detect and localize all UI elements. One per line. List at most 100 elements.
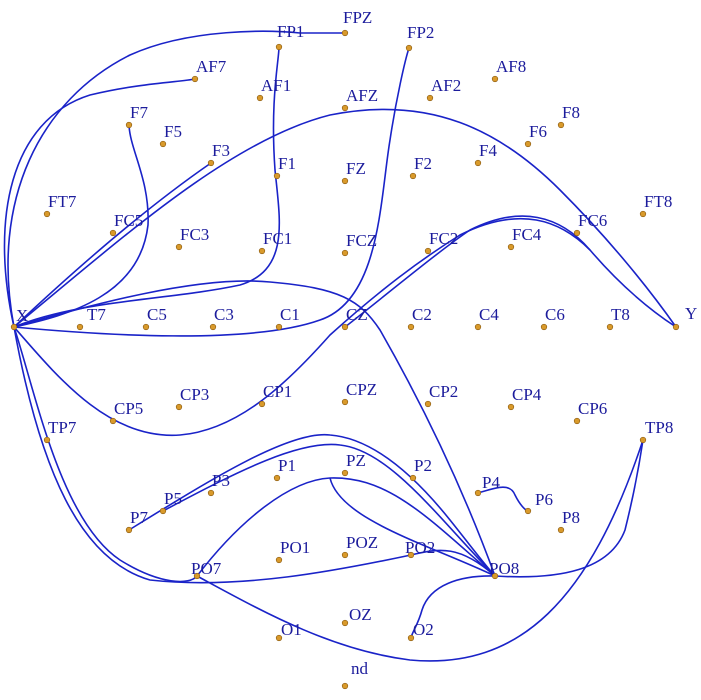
node-label-f1: F1 (278, 154, 296, 173)
node-po7: PO7 (191, 559, 222, 580)
node-pz: PZ (341, 451, 366, 477)
node-dot-f7 (125, 121, 133, 129)
node-dot-fc4 (507, 243, 515, 251)
node-label-f6: F6 (529, 122, 547, 141)
edge-x-fp2 (13, 47, 410, 337)
node-poz: POZ (341, 533, 378, 559)
node-dot-fc2 (424, 247, 432, 255)
node-label-o1: O1 (281, 620, 302, 639)
node-dot-cpz (341, 398, 349, 406)
node-dot-t8 (606, 323, 614, 331)
edge-x-fp1 (13, 46, 281, 328)
node-label-cz: CZ (346, 305, 368, 324)
node-dot-fz (341, 177, 349, 185)
node-label-cp1: CP1 (263, 382, 292, 401)
node-label-fp1: FP1 (277, 22, 304, 41)
node-dot-oz (341, 619, 349, 627)
node-label-fc3: FC3 (180, 225, 209, 244)
node-label-poz: POZ (346, 533, 378, 552)
node-fp1: FP1 (275, 22, 304, 51)
node-dot-af7 (191, 75, 199, 83)
node-dot-x (10, 323, 18, 331)
node-layer: FP1 FPZ FP2 AF7 AF1 AFZ AF2 AF8 F7 F5 F3 F1 FZ F2 F4 F6… (10, 8, 697, 690)
node-dot-fpz (341, 29, 349, 37)
edge-layer (3, 30, 677, 662)
edge-x-po8 (13, 280, 496, 577)
node-label-po2: PO2 (405, 538, 435, 557)
node-label-fp2: FP2 (407, 23, 434, 42)
node-dot-cz (341, 323, 349, 331)
node-dot-af8 (491, 75, 499, 83)
edge-x-f3 (13, 162, 212, 328)
node-dot-f3 (207, 159, 215, 167)
node-label-t8: T8 (611, 305, 630, 324)
node-label-c2: C2 (412, 305, 432, 324)
node-dot-afz (341, 104, 349, 112)
node-f4: F4 (474, 141, 497, 167)
node-label-af2: AF2 (431, 76, 461, 95)
node-f6: F6 (524, 122, 547, 148)
node-dot-cp2 (424, 400, 432, 408)
node-label-cp4: CP4 (512, 385, 542, 404)
node-dot-ft8 (639, 210, 647, 218)
edge-extra-1 (344, 215, 677, 328)
node-tp8: TP8 (639, 418, 673, 444)
node-c5: C5 (142, 305, 167, 331)
node-dot-f2 (409, 172, 417, 180)
node-label-p2: P2 (414, 456, 432, 475)
node-label-po7: PO7 (191, 559, 222, 578)
node-dot-fp2 (405, 44, 413, 52)
node-c2: C2 (407, 305, 432, 331)
node-dot-nd (341, 682, 349, 690)
node-po8: PO8 (489, 559, 519, 580)
node-dot-cp1 (258, 400, 266, 408)
node-f3: F3 (207, 141, 230, 167)
node-label-af1: AF1 (261, 76, 291, 95)
node-dot-o1 (275, 634, 283, 642)
node-label-f5: F5 (164, 122, 182, 141)
node-cp3: CP3 (175, 385, 209, 411)
node-p2: P2 (409, 456, 432, 482)
node-oz: OZ (341, 605, 372, 627)
edge-x-af7 (3, 78, 196, 328)
node-dot-c4 (474, 323, 482, 331)
node-y: Y (672, 304, 697, 331)
node-dot-po1 (275, 556, 283, 564)
node-dot-af1 (256, 94, 264, 102)
node-label-c5: C5 (147, 305, 167, 324)
node-fc2: FC2 (424, 229, 458, 255)
node-x: X (10, 306, 28, 331)
node-dot-fc3 (175, 243, 183, 251)
edge-po8-tp8 (494, 439, 644, 578)
node-label-fc1: FC1 (263, 229, 292, 248)
edge-po7-tp8 (196, 439, 644, 662)
edge-p4-p6 (477, 486, 529, 512)
node-dot-p7 (125, 526, 133, 534)
edge-afz-y (13, 108, 677, 328)
node-dot-c6 (540, 323, 548, 331)
node-dot-f8 (557, 121, 565, 129)
node-p6: P6 (524, 490, 553, 515)
node-label-p4: P4 (482, 473, 500, 492)
node-dot-f4 (474, 159, 482, 167)
node-dot-y (672, 323, 680, 331)
node-dot-fcz (341, 249, 349, 257)
node-label-po1: PO1 (280, 538, 310, 557)
node-c1: C1 (275, 305, 300, 331)
node-p3: P3 (207, 471, 230, 497)
node-label-p1: P1 (278, 456, 296, 475)
node-label-af8: AF8 (496, 57, 526, 76)
node-label-t7: T7 (87, 305, 106, 324)
edge-x-po2 (13, 326, 496, 584)
node-dot-c1 (275, 323, 283, 331)
node-dot-fc6 (573, 229, 581, 237)
node-fpz: FPZ (341, 8, 372, 37)
node-dot-f6 (524, 140, 532, 148)
node-label-p5: P5 (164, 489, 182, 508)
node-dot-tp8 (639, 436, 647, 444)
node-dot-fc1 (258, 247, 266, 255)
node-dot-tp7 (43, 436, 51, 444)
node-dot-cp3 (175, 403, 183, 411)
node-f7: F7 (125, 103, 148, 129)
